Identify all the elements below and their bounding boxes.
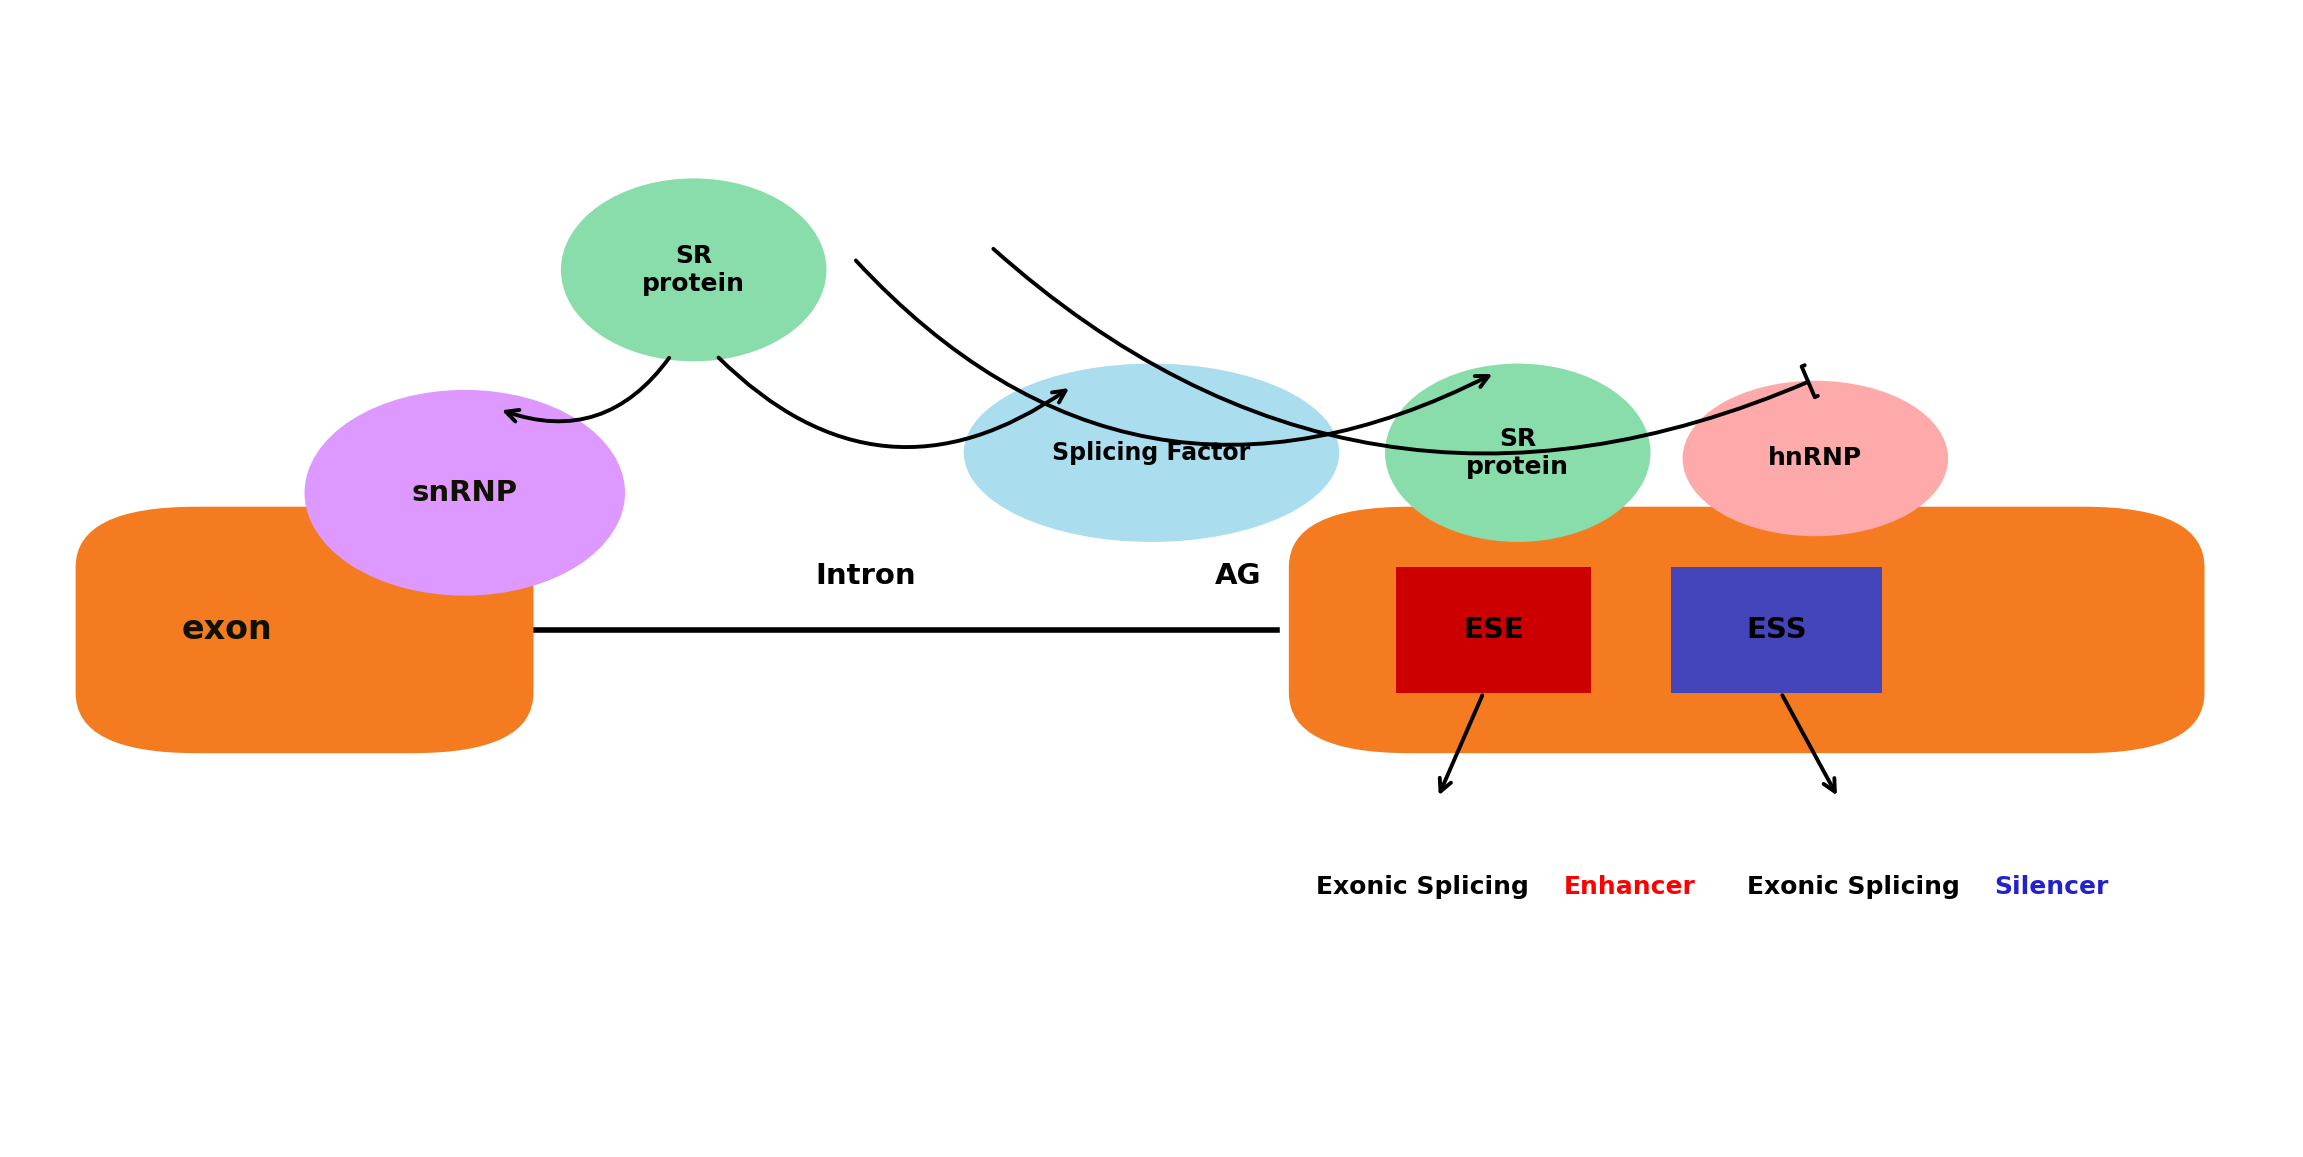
Ellipse shape bbox=[963, 363, 1340, 541]
FancyArrowPatch shape bbox=[507, 358, 670, 421]
Text: hnRNP: hnRNP bbox=[1769, 447, 1863, 471]
Text: Intron: Intron bbox=[815, 562, 917, 590]
FancyArrowPatch shape bbox=[993, 249, 1817, 454]
FancyArrowPatch shape bbox=[1439, 695, 1483, 791]
Ellipse shape bbox=[1683, 381, 1948, 536]
Text: ESS: ESS bbox=[1746, 616, 1808, 644]
Text: SR
protein: SR protein bbox=[1467, 427, 1568, 479]
Text: Exonic Splicing: Exonic Splicing bbox=[1746, 875, 1969, 899]
Text: AG: AG bbox=[1216, 562, 1262, 590]
FancyArrowPatch shape bbox=[857, 260, 1488, 444]
FancyArrowPatch shape bbox=[1783, 695, 1835, 791]
Text: Enhancer: Enhancer bbox=[1564, 875, 1695, 899]
FancyBboxPatch shape bbox=[1290, 507, 2204, 753]
FancyArrowPatch shape bbox=[719, 358, 1066, 447]
Text: Splicing Factor: Splicing Factor bbox=[1052, 441, 1251, 465]
Text: ESE: ESE bbox=[1462, 616, 1525, 644]
Text: Silencer: Silencer bbox=[1994, 875, 2107, 899]
FancyBboxPatch shape bbox=[1672, 567, 1882, 693]
FancyBboxPatch shape bbox=[1396, 567, 1591, 693]
Text: SR
protein: SR protein bbox=[643, 244, 746, 296]
Ellipse shape bbox=[562, 178, 827, 361]
FancyBboxPatch shape bbox=[76, 507, 534, 753]
Text: Exonic Splicing: Exonic Splicing bbox=[1317, 875, 1538, 899]
Text: exon: exon bbox=[182, 613, 272, 647]
Text: snRNP: snRNP bbox=[412, 479, 518, 507]
Ellipse shape bbox=[304, 390, 624, 596]
Ellipse shape bbox=[1384, 363, 1651, 541]
